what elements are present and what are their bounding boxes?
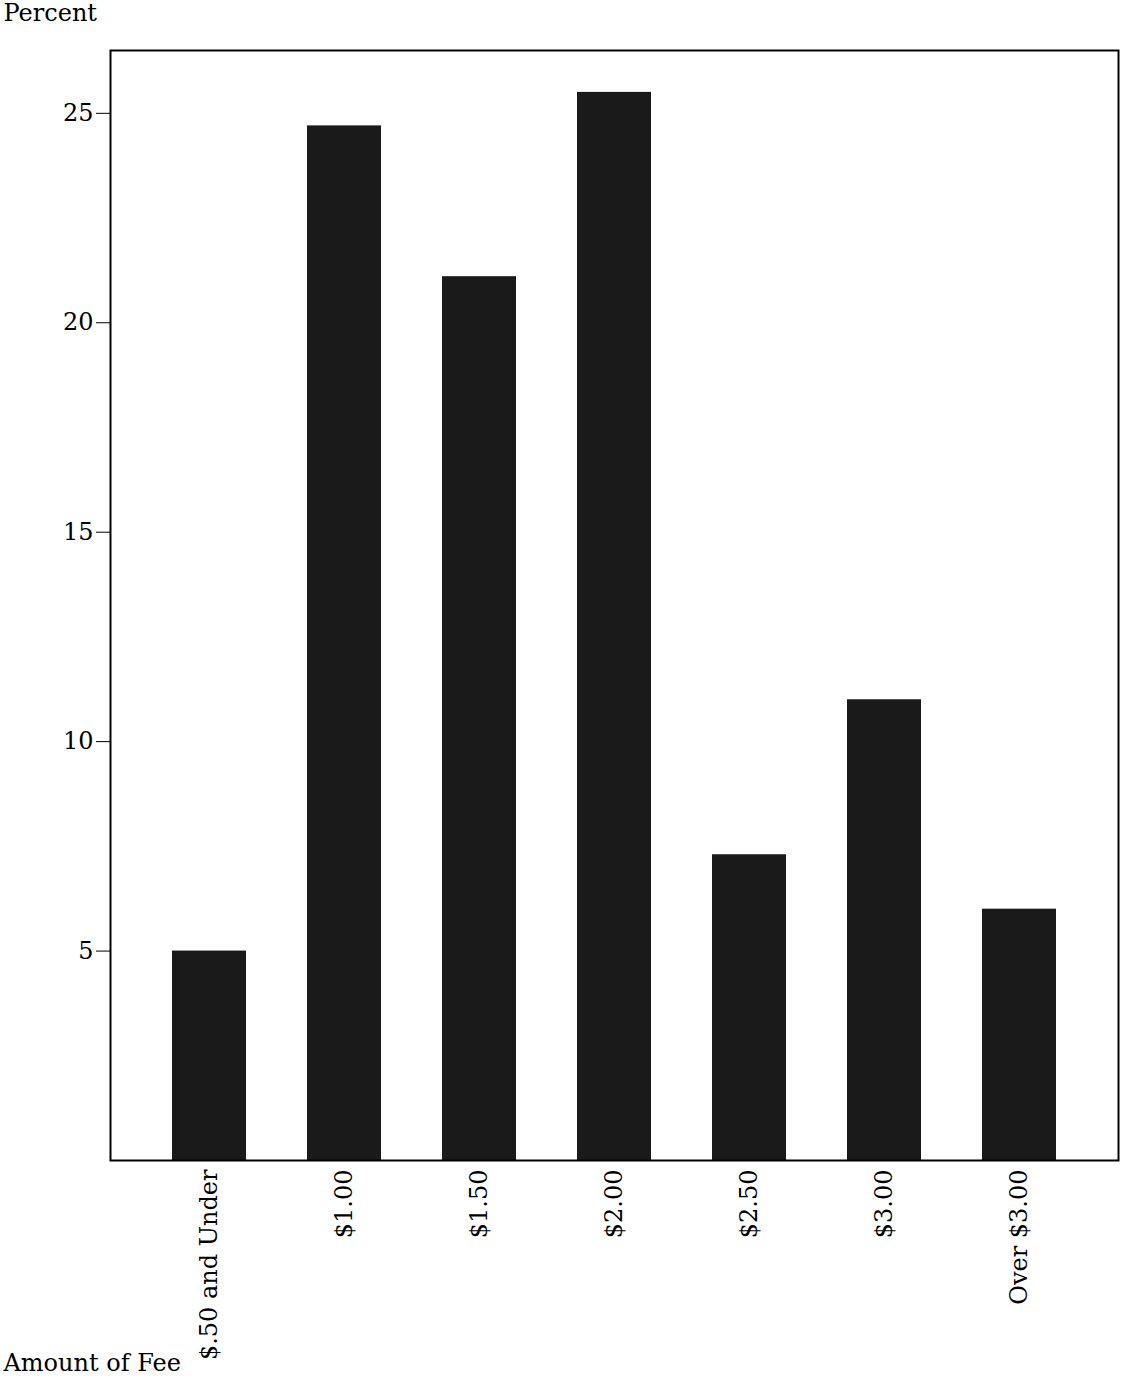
svg-text:5: 5 bbox=[78, 937, 93, 965]
svg-text:$.50 and Under: $.50 and Under bbox=[195, 1169, 223, 1360]
svg-text:10: 10 bbox=[63, 727, 94, 755]
svg-text:15: 15 bbox=[63, 518, 94, 546]
svg-text:$2.00: $2.00 bbox=[600, 1170, 628, 1239]
svg-text:Amount of Fee: Amount of Fee bbox=[3, 1349, 181, 1377]
svg-text:Percent: Percent bbox=[4, 0, 98, 27]
svg-text:$1.50: $1.50 bbox=[465, 1170, 493, 1239]
svg-text:20: 20 bbox=[63, 308, 94, 336]
svg-text:Over $3.00: Over $3.00 bbox=[1005, 1170, 1033, 1305]
svg-text:$3.00: $3.00 bbox=[870, 1170, 898, 1239]
svg-text:25: 25 bbox=[63, 99, 94, 127]
svg-text:$2.50: $2.50 bbox=[735, 1170, 763, 1239]
svg-text:$1.00: $1.00 bbox=[330, 1170, 358, 1239]
